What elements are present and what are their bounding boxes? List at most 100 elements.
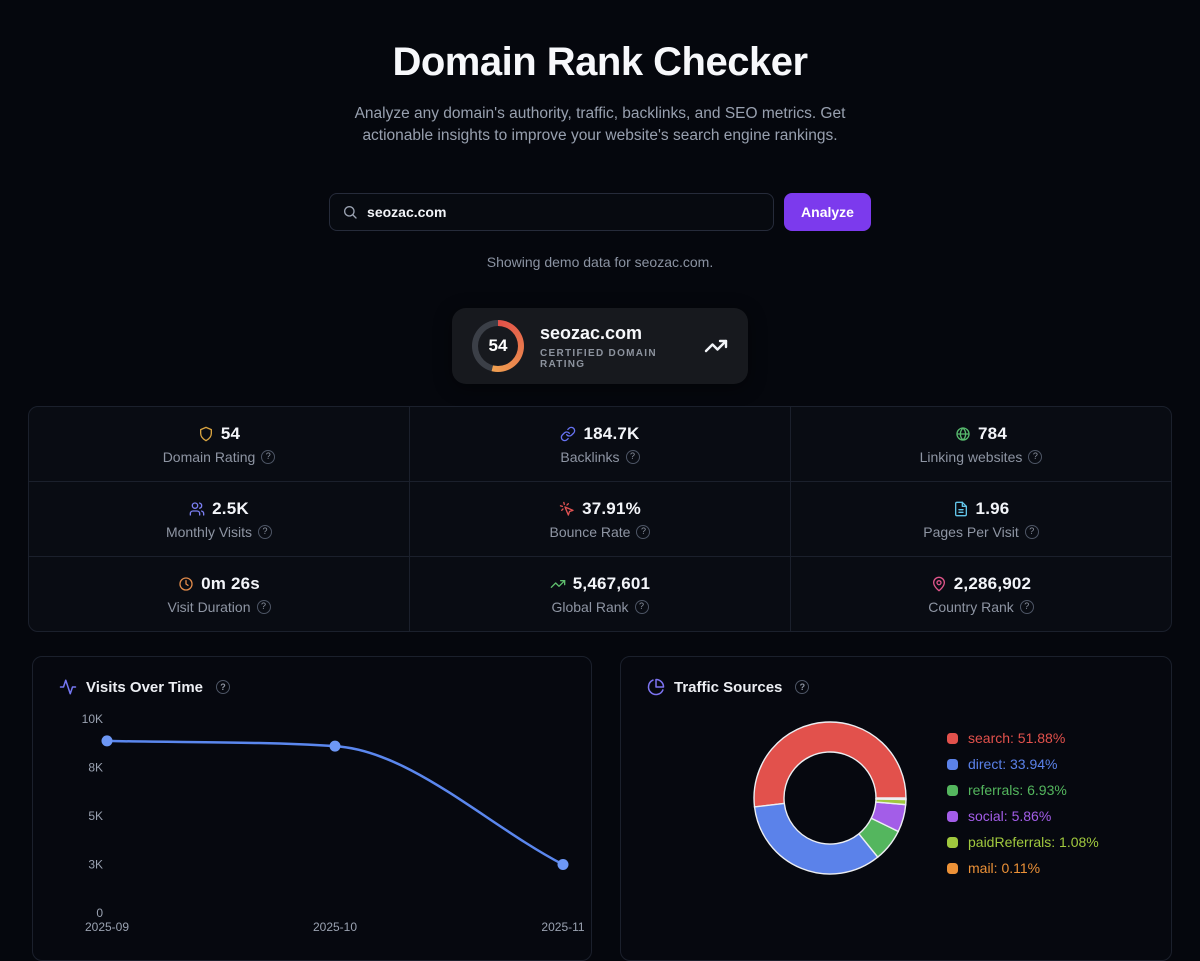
legend-label: mail: 0.11% xyxy=(968,860,1041,876)
help-icon[interactable]: ? xyxy=(1019,599,1034,614)
y-tick: 10K xyxy=(82,712,103,726)
help-icon[interactable]: ? xyxy=(1024,524,1039,539)
legend-label: referrals: 6.93% xyxy=(968,782,1067,798)
hero-section: Domain Rank Checker Analyze any domain's… xyxy=(0,40,1200,147)
data-point[interactable] xyxy=(557,859,569,870)
legend-item-social: social: 5.86% xyxy=(947,803,1099,829)
stat-value: 54 xyxy=(220,423,241,443)
traffic-legend: search: 51.88% direct: 33.94% referrals: 6… xyxy=(947,713,1099,881)
help-icon[interactable]: ? xyxy=(1028,449,1043,464)
traffic-sources-card: Traffic Sources ? search: 51.88% direct: … xyxy=(620,656,1172,961)
stat-label: Linking websites xyxy=(919,448,1023,465)
stat-label: Backlinks xyxy=(560,448,620,465)
stat-value: 784 xyxy=(978,423,1007,443)
visits-line-chart[interactable]: 0 3K 5K 8K 10K 2025-09 2025-10 2025-11 xyxy=(33,709,591,961)
help-icon[interactable]: ? xyxy=(795,680,810,694)
gauge-score: 54 xyxy=(478,326,518,366)
visits-line xyxy=(106,739,564,866)
help-icon[interactable]: ? xyxy=(216,680,231,694)
stat-pages-per-visit: 1.96 Pages Per Visit ? xyxy=(791,482,1171,556)
badge-caption: CERTIFIED DOMAIN RATING xyxy=(540,347,657,370)
page-title: Domain Rank Checker xyxy=(392,40,808,84)
demo-note: Showing demo data for seozac.com. xyxy=(486,254,714,270)
traffic-chart-header: Traffic Sources ? xyxy=(621,657,1171,696)
search-row: Analyze xyxy=(0,193,1200,231)
badge-text: seozac.com CERTIFIED DOMAIN RATING xyxy=(540,323,684,370)
help-icon[interactable]: ? xyxy=(256,599,271,614)
page-subtitle: Analyze any domain's authority, traffic,… xyxy=(354,105,846,144)
stat-visit-duration: 0m 26s Visit Duration ? xyxy=(29,557,409,631)
help-icon[interactable]: ? xyxy=(636,524,651,539)
stat-label: Global Rank xyxy=(551,598,629,615)
stat-global-rank: 5,467,601 Global Rank ? xyxy=(410,557,790,631)
stat-label: Country Rank xyxy=(928,598,1014,615)
visits-chart-header: Visits Over Time ? xyxy=(33,657,591,696)
visits-chart-body: 0 3K 5K 8K 10K 2025-09 2025-10 2025-11 xyxy=(33,709,591,960)
badge-domain: seozac.com xyxy=(540,322,643,343)
domain-rating-gauge: 54 xyxy=(472,320,524,372)
visits-chart-title: Visits Over Time xyxy=(86,678,204,696)
legend-dot xyxy=(947,810,958,822)
analyze-button[interactable]: Analyze xyxy=(784,193,871,231)
stat-backlinks: 184.7K Backlinks ? xyxy=(410,407,790,481)
legend-label: paidReferrals: 1.08% xyxy=(968,834,1099,850)
map-pin-icon xyxy=(931,576,947,592)
trending-up-icon xyxy=(550,576,566,592)
data-point[interactable] xyxy=(329,740,341,752)
legend-dot xyxy=(947,758,958,770)
badge-wrap: 54 seozac.com CERTIFIED DOMAIN RATING xyxy=(0,308,1200,384)
legend-item-search: search: 51.88% xyxy=(947,725,1099,751)
stat-domain-rating: 54 Domain Rating ? xyxy=(29,407,409,481)
help-icon[interactable]: ? xyxy=(258,524,273,539)
stat-value: 0m 26s xyxy=(201,573,260,593)
link-icon xyxy=(560,426,576,442)
shield-icon xyxy=(198,426,214,442)
legend-item-direct: direct: 33.94% xyxy=(947,751,1099,777)
y-tick: 0 xyxy=(96,906,103,920)
clock-icon xyxy=(178,576,194,592)
stat-country-rank: 2,286,902 Country Rank ? xyxy=(791,557,1171,631)
visits-over-time-card: Visits Over Time ? 0 3K 5K 8K 10K 2025-09 2025… xyxy=(32,656,592,961)
stat-label: Visit Duration xyxy=(167,598,251,615)
traffic-donut-chart xyxy=(753,721,907,875)
x-tick: 2025-11 xyxy=(541,920,584,934)
stat-label: Monthly Visits xyxy=(165,523,253,540)
traffic-chart-title: Traffic Sources xyxy=(674,678,783,696)
legend-dot xyxy=(947,732,958,744)
stat-value: 5,467,601 xyxy=(572,573,651,593)
stat-bounce-rate: 37.91% Bounce Rate ? xyxy=(410,482,790,556)
x-tick: 2025-10 xyxy=(313,920,357,934)
pointer-click-icon xyxy=(559,501,575,517)
certified-rating-badge: 54 seozac.com CERTIFIED DOMAIN RATING xyxy=(452,308,748,384)
donut-segment-search[interactable] xyxy=(753,721,907,808)
legend-label: direct: 33.94% xyxy=(968,756,1058,772)
legend-dot xyxy=(947,862,958,874)
stat-monthly-visits: 2.5K Monthly Visits ? xyxy=(29,482,409,556)
legend-item-mail: mail: 0.11% xyxy=(947,855,1099,881)
globe-icon xyxy=(955,426,971,442)
users-icon xyxy=(189,501,205,517)
donut-segment-mail[interactable] xyxy=(875,797,907,801)
stat-value: 1.96 xyxy=(975,498,1010,518)
file-icon xyxy=(953,501,969,517)
y-tick: 5K xyxy=(88,809,103,823)
legend-dot xyxy=(947,836,958,848)
stat-label: Pages Per Visit xyxy=(923,523,1019,540)
legend-dot xyxy=(947,784,958,796)
stat-label: Domain Rating xyxy=(162,448,256,465)
stat-value: 2.5K xyxy=(212,498,249,518)
trending-up-icon xyxy=(704,339,728,353)
donut-segment-direct[interactable] xyxy=(753,802,879,875)
help-icon[interactable]: ? xyxy=(634,599,649,614)
help-icon[interactable]: ? xyxy=(625,449,640,464)
pie-chart-icon xyxy=(647,678,665,696)
legend-item-paidReferrals: paidReferrals: 1.08% xyxy=(947,829,1099,855)
data-point[interactable] xyxy=(101,735,113,747)
search-box[interactable] xyxy=(329,193,775,231)
stat-value: 184.7K xyxy=(583,423,640,443)
help-icon[interactable]: ? xyxy=(261,449,276,464)
domain-input[interactable] xyxy=(367,204,762,220)
legend-label: search: 51.88% xyxy=(968,730,1066,746)
charts-row: Visits Over Time ? 0 3K 5K 8K 10K 2025-09 2025… xyxy=(32,656,1172,961)
